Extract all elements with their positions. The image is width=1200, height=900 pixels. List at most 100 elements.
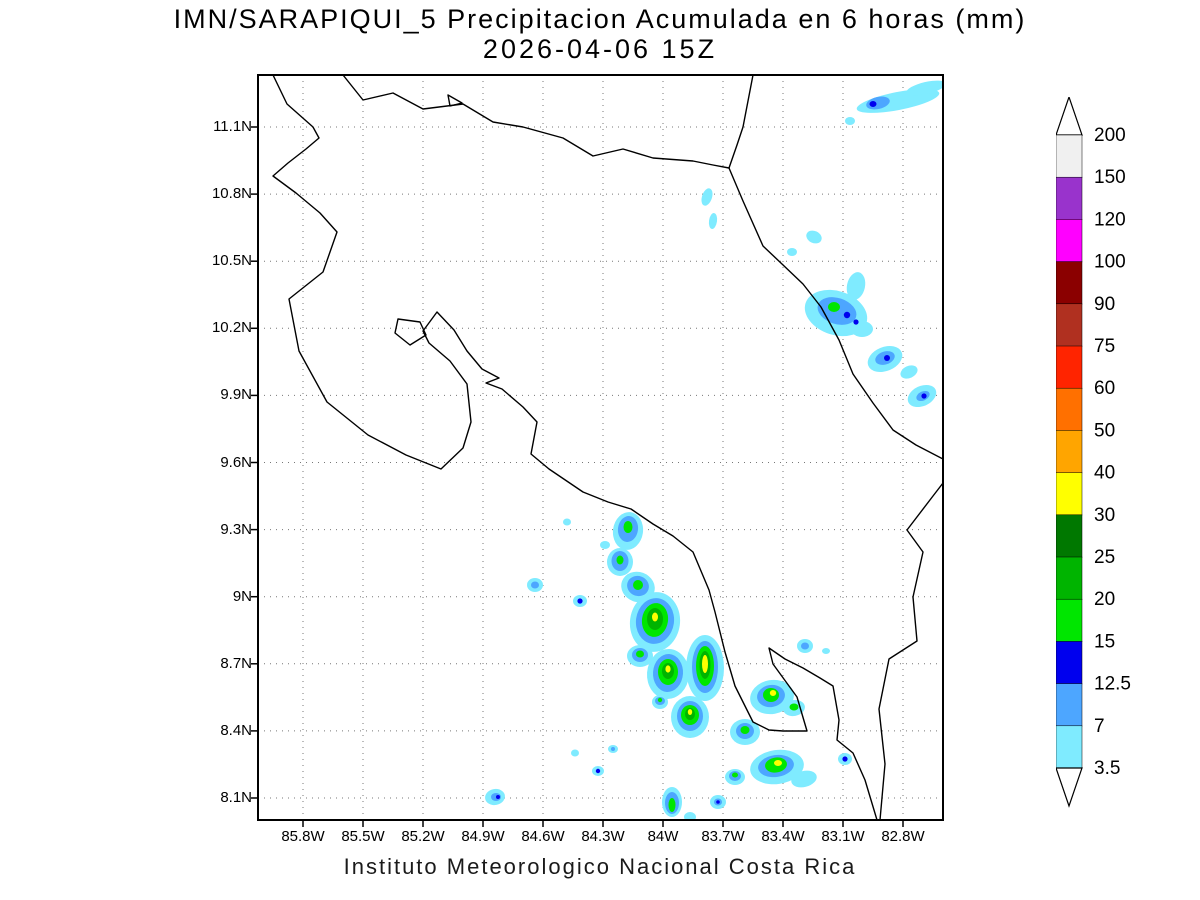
map-clipped-area — [258, 75, 943, 820]
lat-tick-label: 10.2N — [211, 319, 252, 337]
precip-cell-level-3 — [884, 355, 890, 361]
precip-cell-level-7 — [702, 655, 708, 673]
lat-tick-label: 10.8N — [211, 185, 252, 203]
precip-cell-level-2 — [611, 747, 615, 751]
colorbar-segment — [1056, 219, 1083, 263]
lon-tick-label: 83.7W — [701, 828, 745, 845]
graticule-grid — [258, 75, 943, 820]
colorbar-tick-label: 60 — [1094, 378, 1115, 399]
precip-cell-level-4 — [657, 697, 663, 703]
lon-tick-label: 85.5W — [341, 828, 385, 845]
colorbar: 200 150 120 100 90 75 60 50 40 30 25 20 15 12.5 7 3.5 — [1056, 97, 1131, 808]
precip-cell-level-7 — [769, 690, 777, 696]
map-frame — [257, 74, 944, 821]
lat-tick-label: 8.7N — [220, 654, 252, 672]
precip-cell-level-1 — [851, 321, 873, 337]
island-solentiname-path — [447, 94, 463, 107]
colorbar-below-min-arrow — [1056, 767, 1083, 808]
caribbean-coastline-path — [728, 75, 943, 460]
precip-cell-level-2 — [801, 642, 809, 650]
pacific-coastline-path — [272, 75, 878, 820]
precip-cell-level-4 — [732, 772, 738, 778]
precip-cell-level-4 — [616, 555, 624, 565]
precip-cell-level-1 — [571, 749, 579, 757]
colorbar-segment — [1056, 176, 1083, 221]
lat-tick-label: 10.5N — [211, 252, 252, 270]
precip-cell-level-1 — [787, 248, 797, 256]
precip-cell-level-4 — [668, 798, 676, 812]
island-chira-path — [394, 318, 427, 346]
colorbar-tick-label: 120 — [1094, 209, 1126, 230]
coastline-layer — [272, 75, 943, 820]
precip-cell-level-7 — [665, 665, 671, 673]
precip-cell-level-4 — [740, 726, 750, 734]
colorbar-tick-label: 40 — [1094, 463, 1115, 484]
precip-cell-level-3 — [496, 795, 500, 799]
colorbar-segment — [1056, 303, 1083, 347]
colorbar-tick-label: 3.5 — [1094, 758, 1120, 779]
precip-cell-level-1 — [791, 770, 817, 788]
lon-tick-label: 84.3W — [581, 828, 625, 845]
colorbar-tick-label: 100 — [1094, 252, 1126, 273]
precip-cell-level-4 — [828, 302, 840, 312]
chart-datetime: 2026-04-06 15Z — [482, 34, 718, 64]
precip-cell-level-1 — [822, 648, 830, 654]
colorbar-tick-label: 75 — [1094, 336, 1115, 357]
colorbar-segment — [1056, 598, 1083, 643]
panama-border-path — [878, 482, 943, 820]
lat-tick-label: 9.6N — [220, 453, 252, 471]
precip-cell-level-1 — [846, 272, 866, 300]
precip-cell-level-1 — [845, 117, 855, 125]
precip-cell-level-3 — [577, 598, 583, 604]
precip-cell-level-1 — [900, 365, 918, 379]
lon-tick-label: 83.1W — [821, 828, 865, 845]
lon-tick-label: 84W — [647, 828, 679, 845]
precip-cell-level-1 — [600, 541, 610, 549]
lat-tick-label: 9.3N — [220, 520, 252, 538]
colorbar-segment — [1056, 472, 1083, 516]
precip-cell-level-3 — [869, 101, 877, 107]
precip-cell-level-7 — [774, 760, 782, 766]
lon-tick-label: 85.8W — [281, 828, 325, 845]
precip-cell-level-1 — [708, 213, 718, 229]
precip-cell-level-7 — [687, 709, 693, 715]
colorbar-segment — [1056, 556, 1083, 600]
precip-cell-level-4 — [789, 703, 799, 711]
lat-tick-label: 11.1N — [213, 118, 252, 135]
colorbar-tick-label: 12.5 — [1094, 674, 1131, 695]
lat-tick-label: 9.9N — [220, 386, 252, 404]
precip-cell-level-3 — [842, 756, 848, 762]
precip-cell-level-4 — [633, 580, 643, 590]
lon-tick-label: 84.6W — [521, 828, 565, 845]
footer-text: Instituto Meteorologico Nacional Costa R… — [343, 854, 857, 879]
colorbar-segment — [1056, 261, 1083, 305]
precip-cell-level-2 — [531, 581, 539, 589]
colorbar-tick-label: 30 — [1094, 505, 1115, 526]
precip-cell-level-4 — [623, 521, 633, 533]
colorbar-segment — [1056, 387, 1083, 432]
precip-cell-level-1 — [906, 80, 943, 96]
colorbar-segment — [1056, 683, 1083, 727]
colorbar-tick-label: 150 — [1094, 167, 1126, 188]
colorbar-tick-label: 50 — [1094, 420, 1115, 441]
colorbar-segment — [1056, 725, 1083, 769]
colorbar-above-max-arrow — [1056, 97, 1083, 136]
precip-cell-level-1 — [684, 812, 696, 820]
lat-tick-label: 8.1N — [220, 789, 252, 806]
precip-cell-level-3 — [843, 311, 851, 319]
colorbar-segment — [1056, 641, 1083, 685]
precip-cell-level-3 — [595, 768, 601, 774]
lon-tick-label: 85.2W — [401, 828, 445, 845]
colorbar-tick-label: 25 — [1094, 547, 1115, 568]
colorbar-tick-label: 90 — [1094, 294, 1115, 315]
precip-cell-level-7 — [652, 612, 658, 622]
precipitation-shading — [485, 80, 943, 820]
lon-tick-label: 84.9W — [461, 828, 505, 845]
colorbar-tick-label: 20 — [1094, 589, 1115, 610]
precip-cell-level-4 — [636, 650, 644, 658]
precip-cell-level-1 — [701, 188, 713, 206]
colorbar-segment — [1056, 345, 1083, 389]
lon-tick-label: 83.4W — [761, 828, 805, 845]
axis-ticks — [251, 126, 904, 827]
